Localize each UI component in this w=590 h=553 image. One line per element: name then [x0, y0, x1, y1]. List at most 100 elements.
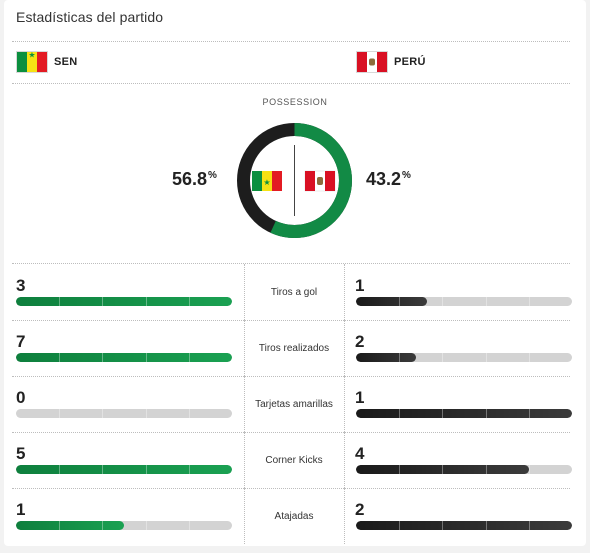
bar-segment	[145, 409, 147, 418]
bar-segment	[528, 353, 530, 362]
divider	[12, 41, 570, 42]
senegal-flag-icon: ★	[252, 171, 282, 191]
bar-segment	[59, 409, 61, 418]
column-divider	[244, 488, 245, 544]
bar-segment	[102, 409, 104, 418]
home-stat-bar	[16, 465, 232, 474]
card-title: Estadísticas del partido	[16, 9, 164, 25]
bar-segment	[188, 465, 190, 474]
bar-segment	[145, 353, 147, 362]
home-possession-value: 56.8%	[172, 169, 217, 189]
home-team: ★ SEN	[17, 52, 78, 72]
divider	[12, 263, 570, 264]
bar-segment	[442, 521, 444, 530]
bar-segment	[442, 409, 444, 418]
column-divider	[344, 488, 345, 544]
away-stat-bar	[356, 297, 572, 306]
away-possession-value: 43.2%	[366, 169, 411, 189]
bar-segment	[59, 297, 61, 306]
column-divider	[344, 320, 345, 376]
bar-segment	[59, 353, 61, 362]
column-divider	[344, 264, 345, 320]
column-divider	[344, 376, 345, 432]
stat-row: 0 Tarjetas amarillas 1	[12, 376, 574, 432]
bar-segment	[442, 465, 444, 474]
bar-segment	[399, 297, 401, 306]
away-stat-bar	[356, 409, 572, 418]
away-stat-bar	[356, 465, 572, 474]
possession-label: POSSESSION	[262, 97, 328, 107]
home-stat-value: 1	[16, 500, 26, 519]
away-stat-bar-fill	[356, 353, 417, 362]
away-stat-bar-fill	[356, 521, 572, 530]
bar-segment	[399, 521, 401, 530]
stat-label: Atajadas	[274, 510, 314, 522]
away-stat-value: 2	[355, 332, 365, 351]
bar-segment	[485, 353, 487, 362]
match-stats-card: Estadísticas del partido	[4, 0, 586, 546]
bar-segment	[528, 465, 530, 474]
away-stat-value: 4	[355, 444, 365, 463]
bar-segment	[188, 409, 190, 418]
away-stat-bar-fill	[356, 465, 529, 474]
bar-segment	[59, 465, 61, 474]
stat-label: Tarjetas amarillas	[255, 398, 333, 410]
home-stat-value: 3	[16, 276, 26, 295]
divider	[12, 488, 570, 489]
bar-segment	[399, 465, 401, 474]
bar-segment	[59, 521, 61, 530]
bar-segment	[485, 521, 487, 530]
home-stat-bar	[16, 297, 232, 306]
bar-segment	[102, 521, 104, 530]
bar-segment	[485, 409, 487, 418]
column-divider	[244, 376, 245, 432]
divider	[12, 432, 570, 433]
bar-segment	[145, 465, 147, 474]
home-stat-bar	[16, 409, 232, 418]
svg-text:★: ★	[263, 178, 270, 187]
bar-segment	[485, 465, 487, 474]
away-stat-value: 1	[355, 276, 365, 295]
home-stat-bar	[16, 353, 232, 362]
stat-label: Corner Kicks	[265, 454, 323, 466]
bar-segment	[528, 521, 530, 530]
bar-segment	[442, 353, 444, 362]
away-stat-bar	[356, 353, 572, 362]
home-stat-bar-fill	[16, 297, 232, 306]
divider	[12, 376, 570, 377]
senegal-flag-icon: ★	[17, 52, 47, 72]
possession-home-arc	[237, 123, 352, 238]
away-stat-bar	[356, 521, 572, 530]
bar-segment	[399, 409, 401, 418]
divider	[12, 320, 570, 321]
column-divider	[244, 432, 245, 488]
column-divider	[244, 320, 245, 376]
away-stat-value: 2	[355, 500, 365, 519]
stat-row: 1 Atajadas 2	[12, 488, 574, 544]
bar-segment	[145, 521, 147, 530]
home-stat-value: 5	[16, 444, 26, 463]
bar-segment	[102, 297, 104, 306]
bar-segment	[102, 465, 104, 474]
home-stat-bar	[16, 521, 232, 530]
bar-segment	[188, 521, 190, 530]
column-divider	[244, 264, 245, 320]
stat-row: 7 Tiros realizados 2	[12, 320, 574, 376]
home-stat-value: 0	[16, 388, 26, 407]
away-stat-value: 1	[355, 388, 365, 407]
bar-segment	[102, 353, 104, 362]
bar-segment	[528, 409, 530, 418]
possession-donut: ★	[237, 123, 352, 238]
stat-row: 3 Tiros a gol 1	[12, 264, 574, 320]
home-stat-value: 7	[16, 332, 26, 351]
bar-segment	[442, 297, 444, 306]
away-stat-bar-fill	[356, 297, 428, 306]
bar-segment	[528, 297, 530, 306]
stat-label: Tiros realizados	[258, 342, 330, 354]
peru-flag-icon	[357, 52, 387, 72]
peru-flag-icon	[304, 170, 336, 192]
stat-row: 5 Corner Kicks 4	[12, 432, 574, 488]
bar-segment	[399, 353, 401, 362]
divider	[12, 83, 570, 84]
home-stat-bar-fill	[16, 353, 232, 362]
